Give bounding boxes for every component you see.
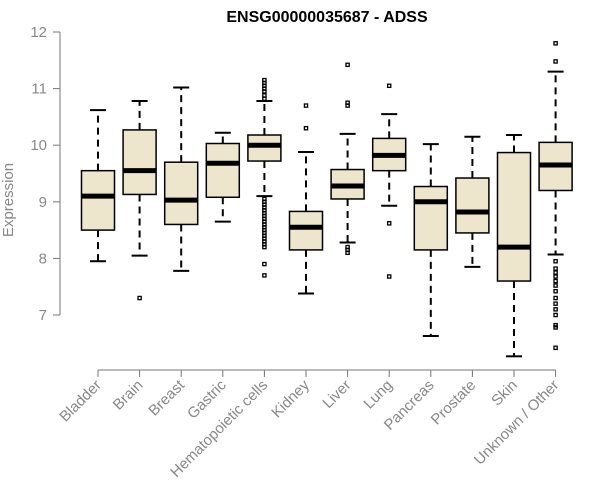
y-tick-label: 12 bbox=[30, 24, 47, 41]
y-tick-label: 10 bbox=[30, 137, 47, 154]
box-group bbox=[247, 77, 282, 278]
box-group bbox=[80, 109, 116, 263]
iqr-box bbox=[163, 161, 199, 226]
y-axis-label: Expression bbox=[0, 163, 17, 237]
x-tick-label: Bladder bbox=[56, 377, 105, 426]
box-group bbox=[205, 131, 241, 223]
outlier-point bbox=[137, 295, 142, 301]
box-group bbox=[496, 134, 532, 358]
x-tick-label: Liver bbox=[319, 377, 354, 412]
y-axis: 7 8 9 10 11 12 bbox=[30, 24, 61, 324]
iqr-box bbox=[455, 177, 490, 234]
outlier-point bbox=[345, 250, 350, 255]
outlier-point bbox=[386, 221, 392, 226]
outlier-point bbox=[553, 41, 558, 46]
outlier-point bbox=[386, 274, 392, 279]
x-tick-label: Breast bbox=[145, 376, 188, 419]
outlier-point bbox=[553, 345, 558, 351]
chart-title: ENSG00000035687 - ADSS bbox=[226, 9, 428, 26]
x-tick-label: Kidney bbox=[268, 376, 313, 421]
y-tick-label: 11 bbox=[31, 81, 47, 98]
outlier-point bbox=[553, 266, 558, 271]
box-group bbox=[538, 41, 573, 351]
box-group bbox=[288, 103, 324, 295]
box-group bbox=[413, 143, 449, 337]
outlier-point bbox=[262, 89, 267, 94]
box-group bbox=[330, 62, 365, 255]
outlier-point bbox=[553, 258, 558, 264]
outlier-point bbox=[262, 261, 267, 267]
outlier-point bbox=[553, 301, 558, 306]
outlier-point bbox=[553, 312, 558, 318]
box-group bbox=[122, 100, 157, 301]
y-tick-label: 8 bbox=[39, 250, 47, 267]
box-group bbox=[455, 135, 490, 268]
outlier-point bbox=[345, 62, 350, 68]
x-tick-label: Prostate bbox=[428, 377, 480, 429]
outlier-point bbox=[553, 283, 558, 288]
x-tick-label: Brain bbox=[110, 377, 147, 414]
x-tick-label: Skin bbox=[488, 377, 521, 410]
outlier-point bbox=[553, 288, 558, 294]
y-tick-label: 9 bbox=[39, 194, 47, 211]
outlier-point bbox=[553, 270, 558, 275]
outlier-point bbox=[386, 83, 392, 89]
outlier-point bbox=[553, 325, 558, 330]
y-tick-label: 7 bbox=[39, 307, 47, 324]
iqr-box bbox=[247, 134, 282, 162]
outlier-point bbox=[553, 278, 558, 284]
outlier-point bbox=[303, 103, 309, 108]
outlier-point bbox=[553, 274, 558, 279]
outlier-point bbox=[303, 125, 309, 131]
outlier-point bbox=[553, 307, 558, 312]
iqr-box bbox=[205, 142, 241, 199]
outlier-point bbox=[262, 96, 267, 102]
x-tick-label: Lung bbox=[360, 377, 396, 413]
outlier-point bbox=[262, 93, 267, 98]
box-group bbox=[163, 86, 199, 272]
outlier-point bbox=[262, 244, 267, 250]
iqr-box bbox=[80, 169, 116, 231]
outlier-point bbox=[345, 103, 350, 108]
iqr-box bbox=[288, 210, 324, 251]
iqr-box bbox=[413, 185, 449, 251]
outlier-point bbox=[553, 322, 558, 328]
outlier-point bbox=[262, 273, 267, 278]
box-series bbox=[80, 41, 573, 358]
outlier-point bbox=[553, 59, 558, 64]
iqr-box bbox=[122, 129, 157, 196]
box-group bbox=[371, 83, 407, 279]
iqr-box bbox=[496, 151, 532, 282]
outlier-point bbox=[553, 295, 558, 301]
